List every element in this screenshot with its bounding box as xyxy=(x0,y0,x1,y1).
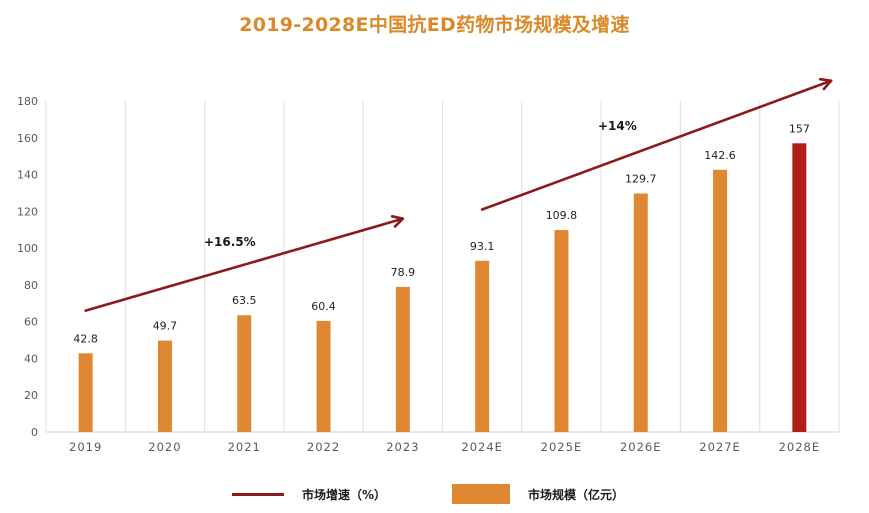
data-label: 129.7 xyxy=(625,172,657,185)
x-tick-label: 2019 xyxy=(69,440,102,454)
data-label: 60.4 xyxy=(311,300,336,313)
trend-arrows: +16.5% +14% xyxy=(84,77,833,312)
x-tick-label: 2021 xyxy=(228,440,261,454)
y-tick-label: 120 xyxy=(17,205,38,218)
trend-arrow-head xyxy=(818,77,833,91)
legend-box-swatch xyxy=(452,484,510,504)
data-label: 78.9 xyxy=(391,266,416,279)
bars xyxy=(78,143,807,433)
bar xyxy=(78,353,93,432)
chart-title: 2019-2028E中国抗ED药物市场规模及增速 xyxy=(239,14,630,36)
data-label: 109.8 xyxy=(546,209,578,222)
y-tick-label: 20 xyxy=(24,389,38,402)
x-tick-label: 2022 xyxy=(307,440,340,454)
legend-item-size: 市场规模（亿元） xyxy=(452,482,624,506)
x-tick-label: 2025E xyxy=(541,440,583,454)
bar xyxy=(633,193,648,432)
data-label: 157 xyxy=(789,122,810,135)
x-axis: 2019 2020 2021 2022 2023 2024E 2025E 2026E 2027E… xyxy=(69,440,821,454)
x-tick-label: 2027E xyxy=(699,440,741,454)
bar xyxy=(792,143,807,433)
y-tick-label: 100 xyxy=(17,242,38,255)
legend-label-size: 市场规模（亿元） xyxy=(528,487,625,502)
legend-line-swatch xyxy=(232,492,284,496)
bar xyxy=(157,340,172,432)
grid-lines xyxy=(45,101,840,433)
data-label: 63.5 xyxy=(232,294,257,307)
y-tick-label: 80 xyxy=(24,279,38,292)
data-label: 142.6 xyxy=(704,149,736,162)
trend-arrow-head xyxy=(390,215,405,228)
x-tick-label: 2028E xyxy=(779,440,821,454)
data-labels: 42.8 49.7 63.5 60.4 78.9 93.1 109.8 129.7 142.6 1… xyxy=(73,122,809,345)
x-tick-label: 2024E xyxy=(461,440,503,454)
bar xyxy=(554,230,569,432)
legend-item-growth: 市场增速（%） xyxy=(232,482,386,506)
bar xyxy=(713,169,728,432)
trend-arrow-line xyxy=(480,79,833,211)
y-tick-label: 140 xyxy=(17,169,38,182)
bar xyxy=(237,315,252,432)
chart-area: 0 20 40 60 80 100 120 140 160 180 2019 2020 2021 202… xyxy=(17,77,840,454)
bar xyxy=(475,260,490,432)
x-tick-label: 2020 xyxy=(148,440,181,454)
legend: 市场增速（%） 市场规模（亿元） xyxy=(0,482,869,506)
x-tick-label: 2026E xyxy=(620,440,662,454)
growth-annotation: +14% xyxy=(598,119,637,133)
y-tick-label: 40 xyxy=(24,352,38,365)
bar xyxy=(395,286,410,432)
y-axis: 0 20 40 60 80 100 120 140 160 180 xyxy=(17,95,38,439)
legend-label-growth: 市场增速（%） xyxy=(302,487,387,502)
bar xyxy=(316,320,331,432)
x-tick-label: 2023 xyxy=(386,440,419,454)
y-tick-label: 0 xyxy=(31,426,38,439)
data-label: 42.8 xyxy=(73,332,98,345)
data-label: 93.1 xyxy=(470,240,495,253)
y-tick-label: 160 xyxy=(17,132,38,145)
y-tick-label: 180 xyxy=(17,95,38,108)
trend-arrow-line xyxy=(84,217,405,312)
y-tick-label: 60 xyxy=(24,316,38,329)
growth-annotation: +16.5% xyxy=(204,235,256,249)
data-label: 49.7 xyxy=(153,320,178,333)
